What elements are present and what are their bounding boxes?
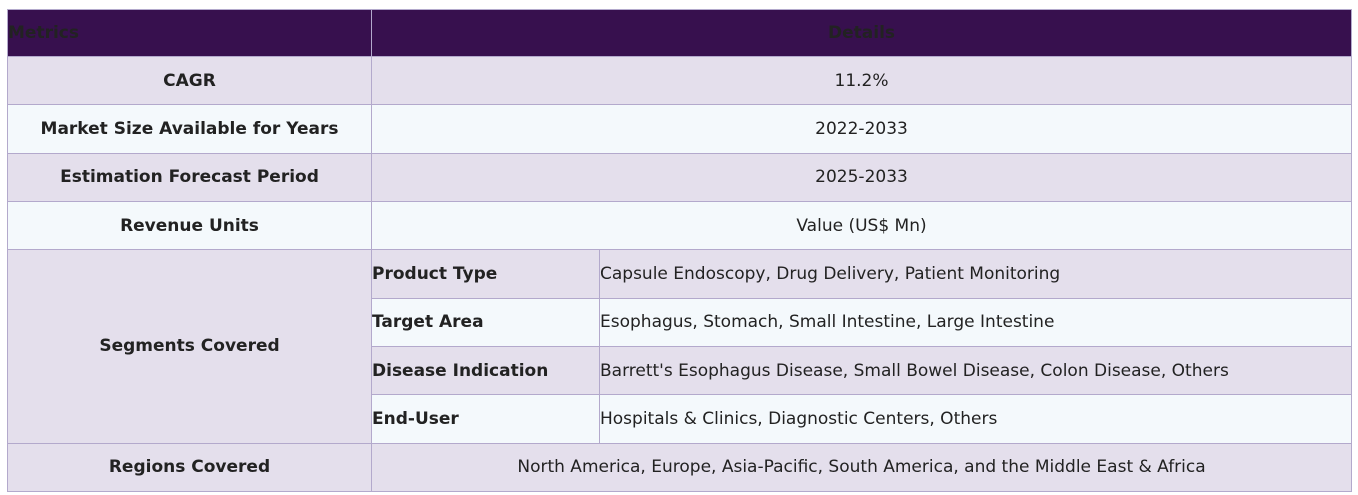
table-header-row: Metrics Details <box>7 9 1353 57</box>
row-label: Estimation Forecast Period <box>7 152 372 202</box>
row-value: 11.2% <box>370 55 1353 106</box>
header-metrics: Metrics <box>7 9 372 57</box>
segment-row: Target Area Esophagus, Stomach, Small In… <box>8 297 1353 347</box>
segment-row: Segments Covered Product Type Capsule En… <box>7 249 1353 444</box>
segment-row: Disease Indication Barrett's Esophagus D… <box>8 345 1353 396</box>
segment-value: Capsule Endoscopy, Drug Delivery, Patien… <box>598 249 1353 299</box>
segment-name: Product Type <box>371 249 600 299</box>
row-value: Value (US$ Mn) <box>370 200 1353 251</box>
regions-value: North America, Europe, Asia-Pacific, Sou… <box>370 442 1353 493</box>
segment-name: End-User <box>371 394 600 444</box>
row-value: 2025-2033 <box>370 152 1353 202</box>
metrics-table: Metrics Details CAGR 11.2% Market Size A… <box>7 9 1353 493</box>
row-label: CAGR <box>7 55 372 106</box>
segment-row: End-User Hospitals & Clinics, Diagnostic… <box>8 394 1353 444</box>
segment-name: Disease Indication <box>371 345 600 396</box>
segment-value: Barrett's Esophagus Disease, Small Bowel… <box>598 345 1353 396</box>
table-row: Estimation Forecast Period 2025-2033 <box>7 152 1353 202</box>
segments-label: Segments Covered <box>7 249 372 444</box>
row-value: 2022-2033 <box>370 104 1353 154</box>
regions-label: Regions Covered <box>7 442 372 493</box>
table-row: CAGR 11.2% <box>7 55 1353 106</box>
table-row: Regions Covered North America, Europe, A… <box>7 442 1353 493</box>
row-label: Market Size Available for Years <box>7 104 372 154</box>
row-label: Revenue Units <box>7 200 372 251</box>
segment-name: Target Area <box>371 297 600 347</box>
table-row: Revenue Units Value (US$ Mn) <box>7 200 1353 251</box>
segment-value: Hospitals & Clinics, Diagnostic Centers,… <box>598 394 1353 444</box>
table-row: Market Size Available for Years 2022-203… <box>7 104 1353 154</box>
segment-value: Esophagus, Stomach, Small Intestine, Lar… <box>598 297 1353 347</box>
header-details: Details <box>370 9 1353 57</box>
